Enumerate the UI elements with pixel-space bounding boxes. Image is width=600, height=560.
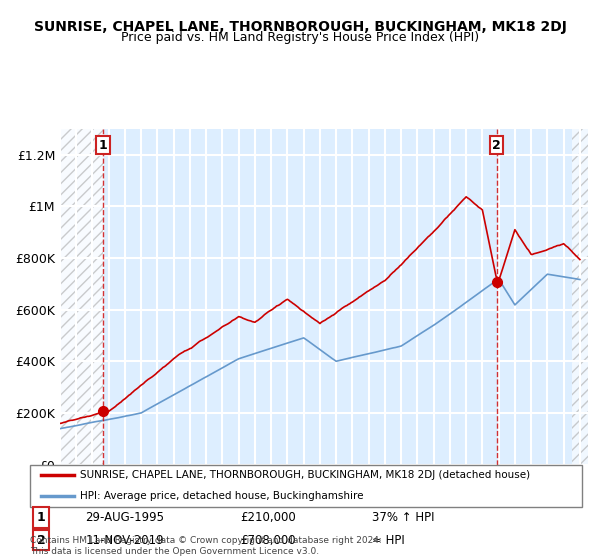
Text: Contains HM Land Registry data © Crown copyright and database right 2024.
This d: Contains HM Land Registry data © Crown c…: [30, 536, 382, 556]
Text: 37% ↑ HPI: 37% ↑ HPI: [372, 511, 435, 524]
Text: 2: 2: [37, 534, 46, 547]
Text: 2: 2: [492, 139, 501, 152]
FancyBboxPatch shape: [30, 465, 582, 507]
Text: Price paid vs. HM Land Registry's House Price Index (HPI): Price paid vs. HM Land Registry's House …: [121, 31, 479, 44]
Bar: [60, 129, 103, 465]
Bar: [60, 129, 103, 465]
Text: £210,000: £210,000: [240, 511, 296, 524]
Text: SUNRISE, CHAPEL LANE, THORNBOROUGH, BUCKINGHAM, MK18 2DJ: SUNRISE, CHAPEL LANE, THORNBOROUGH, BUCK…: [34, 20, 566, 34]
Text: HPI: Average price, detached house, Buckinghamshire: HPI: Average price, detached house, Buck…: [80, 491, 363, 501]
Text: 1: 1: [99, 139, 107, 152]
Text: SUNRISE, CHAPEL LANE, THORNBOROUGH, BUCKINGHAM, MK18 2DJ (detached house): SUNRISE, CHAPEL LANE, THORNBOROUGH, BUCK…: [80, 470, 530, 480]
Text: 29-AUG-1995: 29-AUG-1995: [85, 511, 164, 524]
Text: 11-NOV-2019: 11-NOV-2019: [85, 534, 164, 547]
Text: 1: 1: [37, 511, 46, 524]
Text: £708,000: £708,000: [240, 534, 295, 547]
Text: ≈ HPI: ≈ HPI: [372, 534, 405, 547]
